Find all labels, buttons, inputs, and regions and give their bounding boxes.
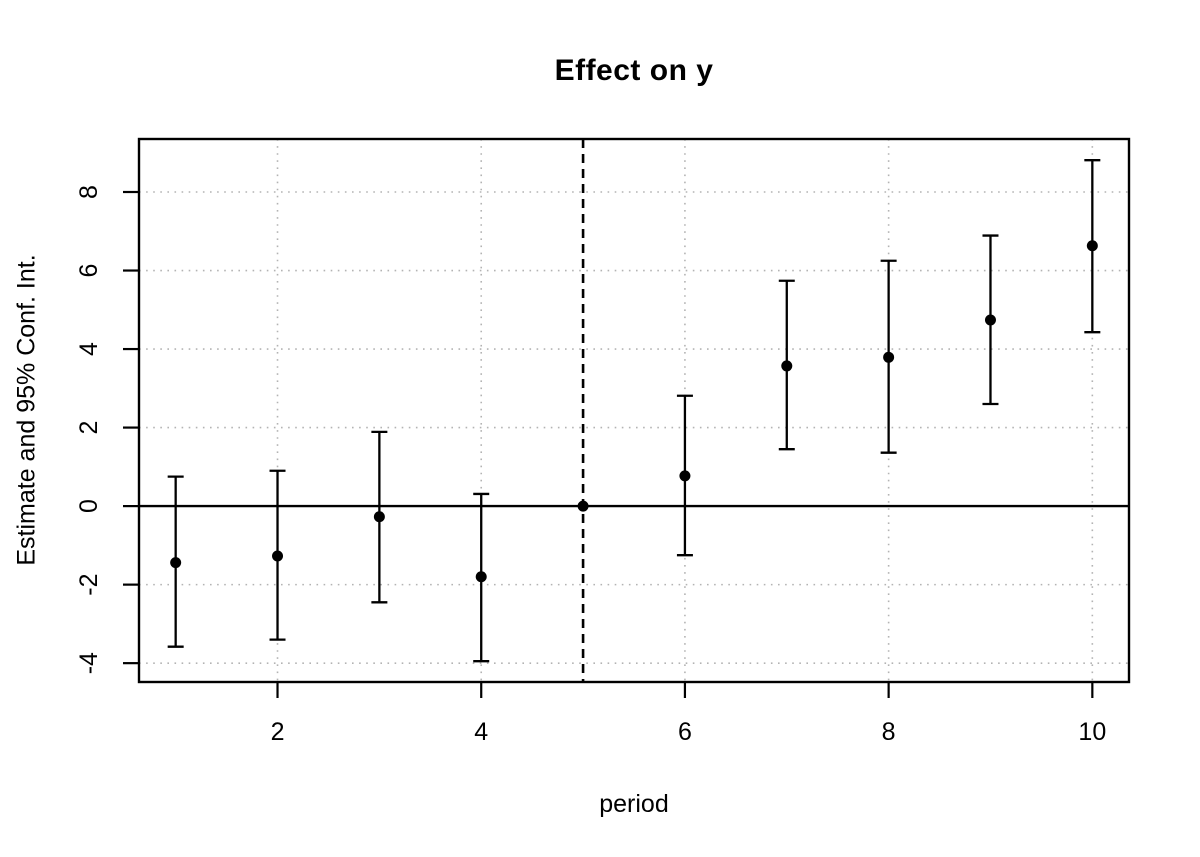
x-tick-label: 10 (1078, 718, 1106, 746)
estimate-point (170, 557, 182, 569)
error-bars (167, 159, 1101, 663)
x-tick-label: 4 (474, 718, 488, 746)
estimate-point (883, 351, 895, 363)
estimate-point (475, 571, 487, 583)
chart-title: Effect on y (554, 54, 714, 87)
x-tick-label: 6 (678, 718, 692, 746)
y-tick-label: 0 (75, 499, 103, 513)
y-tick-label: 2 (75, 421, 103, 435)
x-tick-label: 2 (271, 718, 285, 746)
x-tick-label: 8 (882, 718, 896, 746)
estimate-point (577, 500, 589, 512)
estimate-point (679, 470, 691, 482)
plot-border (137, 137, 1131, 684)
gridlines (139, 139, 1129, 682)
y-tick-label: 8 (75, 185, 103, 199)
data-points (170, 240, 1098, 583)
estimate-point (984, 314, 996, 326)
estimate-point (373, 511, 385, 523)
estimate-point (1086, 240, 1098, 252)
axes: 2 4 6 8 10 -4 -2 0 2 4 6 8 (75, 185, 1106, 746)
x-axis-label: period (599, 790, 669, 818)
y-tick-label: -2 (75, 574, 103, 596)
y-tick-label: 6 (75, 264, 103, 278)
estimate-point (272, 550, 284, 562)
estimate-point (781, 360, 793, 372)
y-tick-label: -4 (75, 652, 103, 674)
y-tick-label: 4 (75, 342, 103, 356)
